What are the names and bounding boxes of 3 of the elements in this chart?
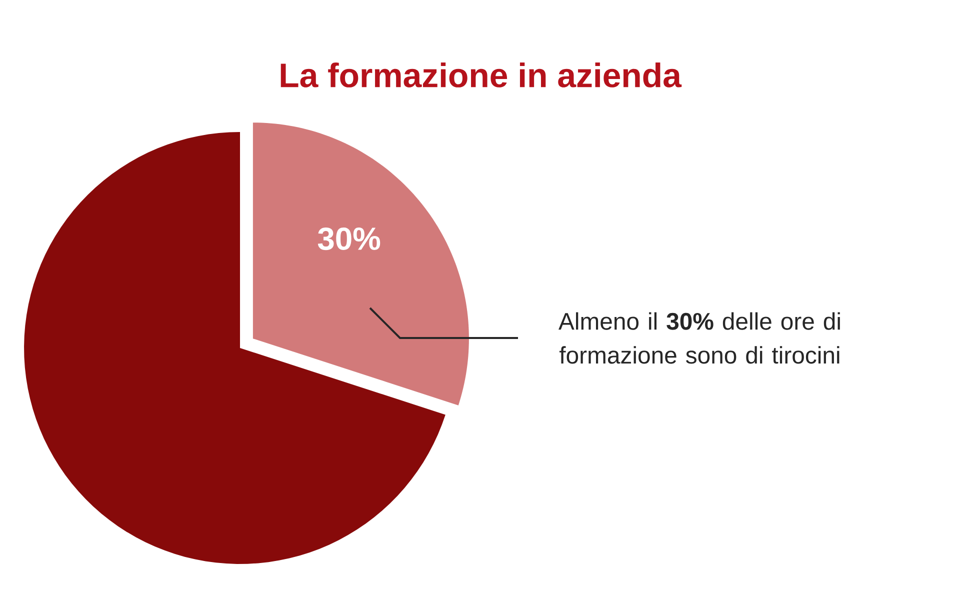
chart-title: La formazione in azienda — [280, 62, 682, 88]
data-label: 30% — [318, 227, 380, 250]
text: Almeno il 30% delle ore di formazione sono di tirocini — [558, 312, 840, 364]
